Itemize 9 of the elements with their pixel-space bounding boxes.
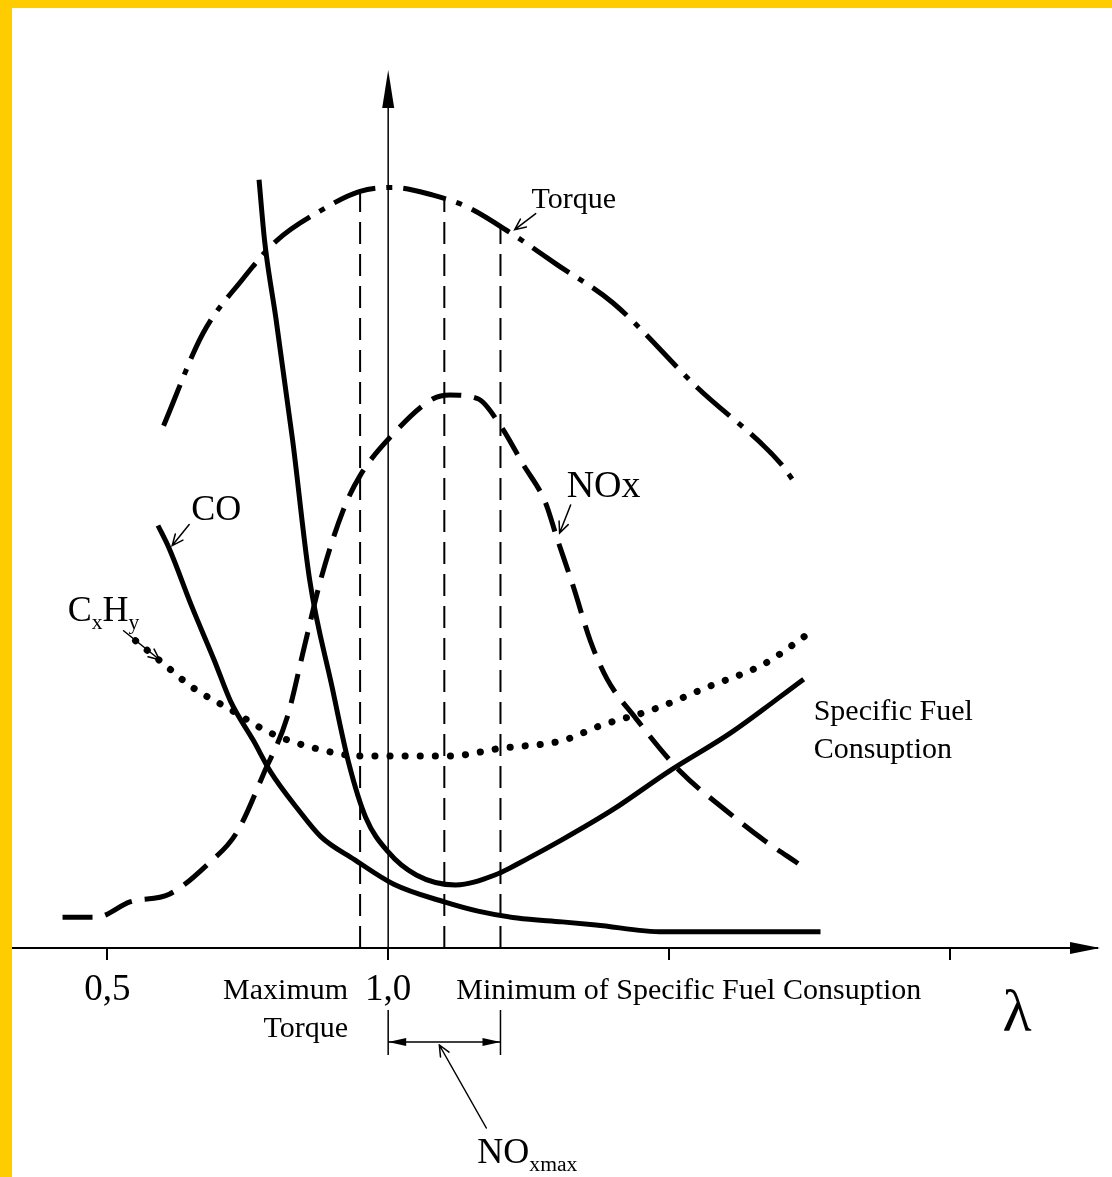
ref-line-label: Minimum of Specific Fuel Consuption <box>456 971 922 1005</box>
series-label: NOx <box>566 463 641 506</box>
series-label: CO <box>191 488 242 529</box>
x-tick-label: 1,0 <box>365 966 412 1008</box>
series-label: Torque <box>531 181 616 215</box>
ref-line-label: Maximum Torque <box>223 971 349 1043</box>
x-tick-label: 0,5 <box>84 966 131 1008</box>
x-axis-title: λ <box>1002 978 1032 1044</box>
series-label: Specific Fuel Consuption <box>813 692 973 764</box>
